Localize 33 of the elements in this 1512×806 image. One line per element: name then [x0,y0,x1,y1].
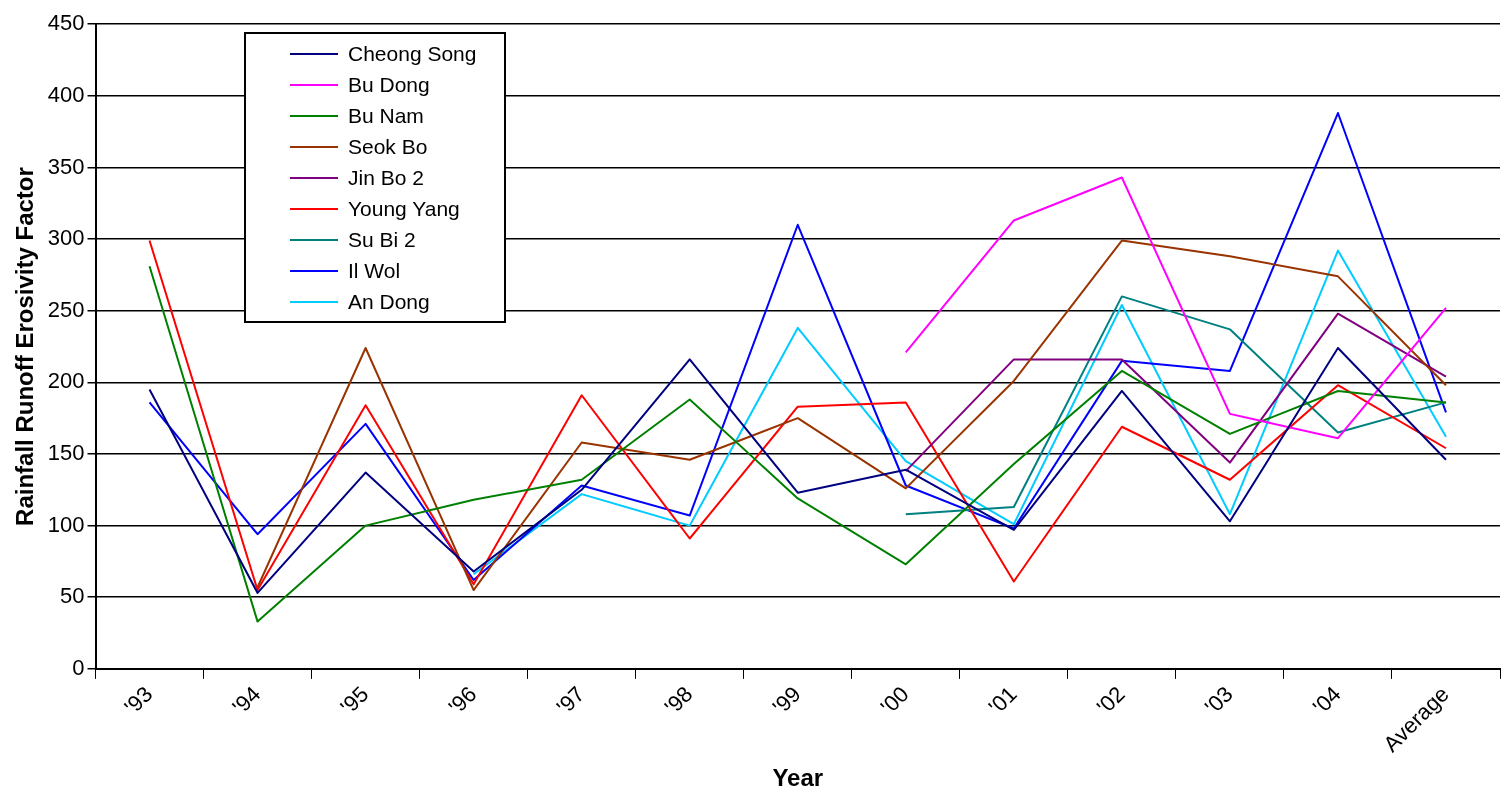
x-tick-label: '95 [335,681,374,720]
y-tick-label: 0 [72,654,85,680]
x-tick-label: '93 [119,681,158,720]
x-axis-title: Year [772,764,824,792]
y-tick-label: 450 [47,10,85,36]
y-tick-label: 100 [47,511,85,537]
y-tick-label: 400 [47,81,85,107]
legend-label: Bu Nam [348,103,424,128]
legend-label: Il Wol [348,258,401,283]
x-tick-label: '96 [443,681,482,720]
x-tick-label: '03 [1199,681,1238,720]
x-tick-label: '02 [1091,681,1130,720]
x-tick-label: '01 [983,681,1022,720]
legend-label: Bu Dong [348,72,430,97]
legend-label: Young Yang [348,196,460,221]
y-axis-title: Rainfall Runoff Erosivity Factor [11,167,39,526]
legend-label: Jin Bo 2 [348,165,424,190]
x-tick-label: '00 [875,681,914,720]
y-tick-label: 150 [47,440,85,466]
legend-label: Seok Bo [348,134,428,159]
y-tick-label: 200 [47,368,85,394]
y-tick-label: 350 [47,153,85,179]
legend-label: Su Bi 2 [348,227,416,252]
x-tick-label: '94 [227,681,266,720]
legend-label: Cheong Song [348,41,477,66]
x-tick-label: '99 [767,681,806,720]
y-tick-label: 300 [47,225,85,251]
x-tick-label: '04 [1307,681,1346,720]
x-tick-label: '97 [551,681,590,720]
x-tick-label: '98 [659,681,698,720]
y-tick-label: 250 [47,296,85,322]
legend-label: An Dong [348,289,430,314]
y-tick-label: 50 [60,583,85,609]
